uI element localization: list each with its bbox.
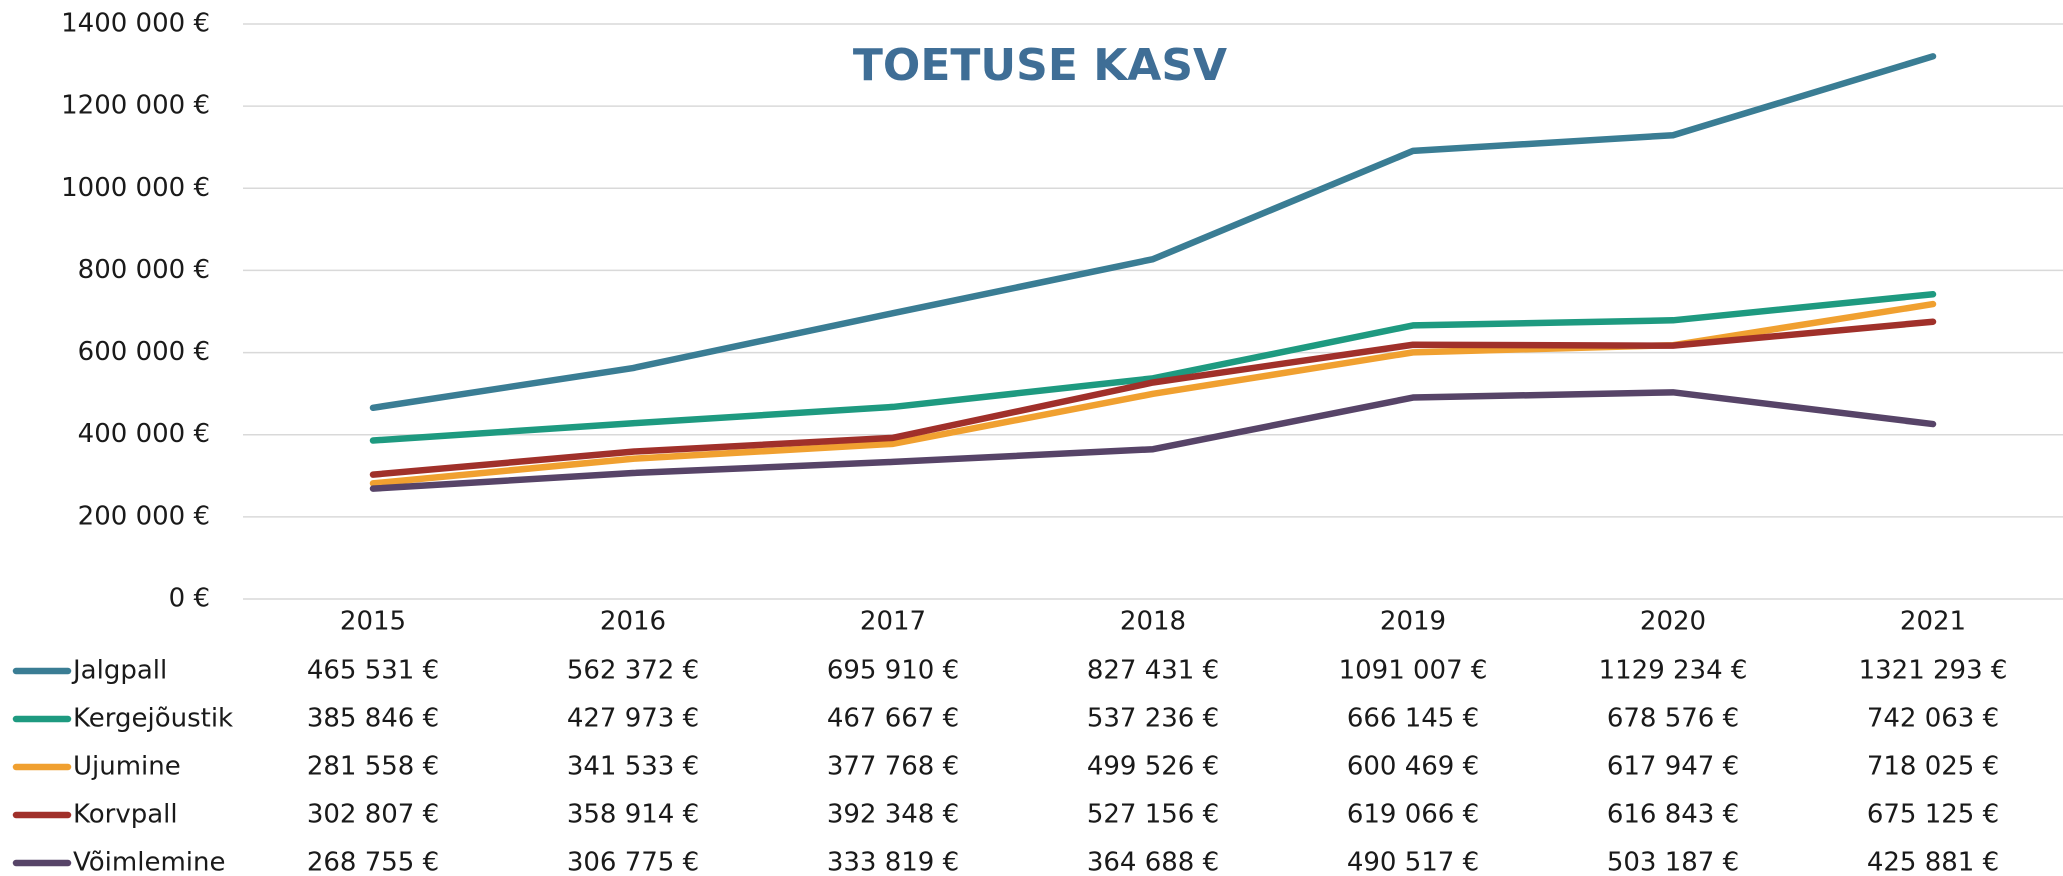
table-value: 675 125 € [1867, 800, 1999, 830]
y-tick-label: 0 € [169, 584, 210, 614]
table-value: 537 236 € [1087, 704, 1219, 734]
table-value: 503 187 € [1607, 848, 1739, 876]
x-tick-label: 2020 [1640, 607, 1706, 637]
table-value: 827 431 € [1087, 656, 1219, 686]
legend-label: Ujumine [73, 752, 181, 782]
table-value: 499 526 € [1087, 752, 1219, 782]
table-value: 490 517 € [1347, 848, 1479, 876]
table-value: 281 558 € [307, 752, 439, 782]
y-tick-label: 200 000 € [78, 501, 210, 531]
table-value: 465 531 € [307, 656, 439, 686]
y-tick-label: 1200 000 € [61, 91, 210, 121]
table-value: 695 910 € [827, 656, 959, 686]
legend-label: Korvpall [73, 800, 178, 830]
table-value: 617 947 € [1607, 752, 1739, 782]
series-line [369, 53, 1937, 412]
table-value: 718 025 € [1867, 752, 1999, 782]
table-value: 619 066 € [1347, 800, 1479, 830]
table-value: 358 914 € [567, 800, 699, 830]
x-tick-label: 2016 [600, 607, 666, 637]
table-value: 427 973 € [567, 704, 699, 734]
table-value: 364 688 € [1087, 848, 1219, 876]
table-value: 302 807 € [307, 800, 439, 830]
table-value: 1129 234 € [1599, 656, 1748, 686]
legend-label: Võimlemine [73, 848, 225, 876]
table-value: 678 576 € [1607, 704, 1739, 734]
x-tick-label: 2018 [1120, 607, 1186, 637]
x-tick-label: 2019 [1380, 607, 1446, 637]
table-value: 1091 007 € [1339, 656, 1488, 686]
y-tick-label: 400 000 € [78, 419, 210, 449]
legend-label: Kergejõustik [73, 704, 233, 734]
y-tick-label: 1400 000 € [61, 9, 210, 39]
legend-label: Jalgpall [71, 656, 167, 686]
chart-title: TOETUSE KASV [853, 40, 1227, 91]
x-tick-label: 2015 [340, 607, 406, 637]
y-tick-label: 600 000 € [78, 337, 210, 367]
table-value: 341 533 € [567, 752, 699, 782]
table-value: 333 819 € [827, 848, 959, 876]
table-value: 306 775 € [567, 848, 699, 876]
table-value: 527 156 € [1087, 800, 1219, 830]
table-value: 666 145 € [1347, 704, 1479, 734]
table-value: 385 846 € [307, 704, 439, 734]
table-value: 600 469 € [1347, 752, 1479, 782]
table-value: 268 755 € [307, 848, 439, 876]
series-line [369, 318, 1937, 478]
y-tick-label: 1000 000 € [61, 173, 210, 203]
y-tick-label: 800 000 € [78, 255, 210, 285]
table-value: 425 881 € [1867, 848, 1999, 876]
x-tick-label: 2021 [1900, 607, 1966, 637]
table-value: 392 348 € [827, 800, 959, 830]
series-line [369, 290, 1937, 444]
table-value: 616 843 € [1607, 800, 1739, 830]
table-value: 742 063 € [1867, 704, 1999, 734]
series-line [369, 389, 1937, 492]
table-value: 467 667 € [827, 704, 959, 734]
table-value: 562 372 € [567, 656, 699, 686]
x-tick-label: 2017 [860, 607, 926, 637]
table-value: 1321 293 € [1859, 656, 2008, 686]
table-value: 377 768 € [827, 752, 959, 782]
